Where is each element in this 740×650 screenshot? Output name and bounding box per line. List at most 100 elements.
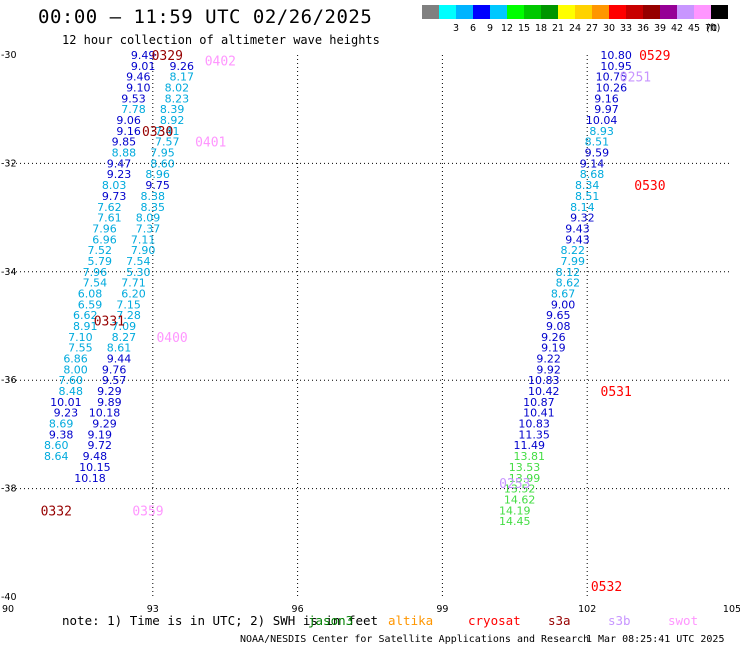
wave-height-label: 8.62 <box>556 277 581 290</box>
wave-height-label: 9.23 <box>107 168 132 181</box>
wave-height-label: 9.19 <box>87 428 112 441</box>
wave-height-label: 8.64 <box>44 450 69 463</box>
wave-height-label: 7.62 <box>97 201 122 214</box>
y-tick-label: -30 <box>1 50 17 61</box>
wave-height-label: 8.48 <box>58 385 83 398</box>
pass-time-label: 0401 <box>195 136 226 151</box>
colorbar-swatch <box>490 5 507 19</box>
colorbar-tick-label: 12 <box>501 23 513 34</box>
wave-height-label: 9.22 <box>536 353 561 366</box>
wave-height-label: 10.18 <box>89 407 121 420</box>
wave-height-label: 6.96 <box>92 233 117 246</box>
y-tick-label: -40 <box>1 592 17 603</box>
wave-height-label: 9.01 <box>131 60 156 73</box>
wave-height-label: 8.60 <box>150 157 175 170</box>
wave-height-label: 8.09 <box>136 212 161 225</box>
pass-time-label: 0359 <box>132 504 163 519</box>
wave-height-label: 7.41 <box>155 125 180 138</box>
wave-height-label: 9.75 <box>145 179 170 192</box>
colorbar-swatch <box>507 5 524 19</box>
wave-height-label: 7.78 <box>121 103 146 116</box>
wave-height-label: 8.68 <box>580 168 605 181</box>
x-tick-label: 99 <box>436 604 448 615</box>
wave-height-label: 9.72 <box>87 439 112 452</box>
y-tick-label: -34 <box>1 267 17 278</box>
wave-height-label: 10.80 <box>600 49 632 62</box>
wave-height-label: 8.61 <box>107 342 132 355</box>
wave-height-label: 14.45 <box>499 515 531 528</box>
wave-height-label: 8.27 <box>112 331 137 344</box>
wave-height-label: 9.00 <box>551 298 576 311</box>
wave-height-label: 10.75 <box>596 71 628 84</box>
wave-height-label: 7.90 <box>131 244 156 257</box>
colorbar-unit: (ft) <box>706 23 720 34</box>
wave-height-label: 8.22 <box>560 244 585 257</box>
x-tick-label: 96 <box>292 604 304 615</box>
x-tick-label: 93 <box>147 604 159 615</box>
colorbar-tick-label: 45 <box>688 23 700 34</box>
colorbar-tick-label: 18 <box>535 23 547 34</box>
wave-height-label: 9.49 <box>131 49 156 62</box>
wave-height-label: 9.89 <box>97 396 122 409</box>
wave-height-label: 10.04 <box>586 114 618 127</box>
wave-height-label: 14.19 <box>499 504 531 517</box>
wave-height-label: 13.99 <box>509 472 541 485</box>
wave-height-label: 9.92 <box>536 363 561 376</box>
satellite-legend-jason3: jason3 <box>308 613 354 628</box>
wave-height-label: 8.03 <box>102 179 127 192</box>
wave-height-label: 7.96 <box>92 222 117 235</box>
wave-height-label: 6.59 <box>78 298 103 311</box>
wave-height-label: 8.88 <box>112 147 137 160</box>
colorbar-swatch <box>626 5 643 19</box>
generated-timestamp: 1 Mar 08:25:41 UTC 2025 <box>586 634 725 645</box>
wave-height-label: 9.29 <box>97 385 122 398</box>
wave-height-label: 9.38 <box>49 428 74 441</box>
wave-height-label: 7.55 <box>68 342 93 355</box>
wave-height-label: 8.93 <box>589 125 614 138</box>
wave-height-label: 8.35 <box>141 201 166 214</box>
wave-height-label: 8.60 <box>44 439 69 452</box>
wave-height-label: 13.81 <box>514 450 546 463</box>
wave-height-label: 9.48 <box>83 450 108 463</box>
wave-height-label: 10.01 <box>50 396 82 409</box>
wave-height-label: 9.26 <box>170 60 195 73</box>
wave-height-label: 8.02 <box>165 82 190 95</box>
colorbar-swatch <box>422 5 439 19</box>
pass-time-label: 0253 <box>499 477 530 492</box>
wave-height-label: 9.14 <box>580 157 605 170</box>
pass-time-label: 0330 <box>142 125 173 140</box>
wave-height-label: 8.38 <box>141 190 166 203</box>
wave-height-label: 7.95 <box>150 147 175 160</box>
wave-height-label: 7.11 <box>131 233 156 246</box>
wave-height-label: 9.10 <box>126 82 151 95</box>
wave-height-label: 9.47 <box>107 157 132 170</box>
wave-height-label: 8.69 <box>49 418 74 431</box>
pass-time-label: 0251 <box>620 71 651 86</box>
wave-height-label: 7.37 <box>136 222 161 235</box>
colorbar-tick-label: 9 <box>487 23 493 34</box>
wave-height-label: 9.65 <box>546 309 571 322</box>
wave-height-label: 9.16 <box>116 125 141 138</box>
wave-height-label: 7.28 <box>116 309 141 322</box>
wave-height-label: 10.18 <box>74 472 106 485</box>
wave-height-label: 9.06 <box>116 114 141 127</box>
colorbar-tick-label: 21 <box>552 23 564 34</box>
wave-height-label: 9.59 <box>585 147 610 160</box>
colorbar-swatch <box>660 5 677 19</box>
wave-height-label: 10.42 <box>528 385 560 398</box>
x-tick-label: 90 <box>2 604 14 615</box>
wave-height-label: 7.99 <box>560 255 585 268</box>
colorbar-swatch <box>558 5 575 19</box>
wave-height-label: 7.54 <box>83 277 108 290</box>
pass-time-label: 0402 <box>205 54 236 69</box>
wave-height-label: 9.43 <box>565 222 590 235</box>
colorbar-tick-label: 33 <box>620 23 632 34</box>
pass-time-label: 0529 <box>639 49 670 64</box>
colorbar-tick-label: 42 <box>671 23 683 34</box>
y-tick-label: -32 <box>1 158 17 169</box>
pass-time-label: 0532 <box>591 580 622 595</box>
wave-height-label: 7.61 <box>97 212 122 225</box>
wave-height-label: 8.51 <box>585 136 610 149</box>
wave-height-label: 9.26 <box>541 331 566 344</box>
y-tick-label: -38 <box>1 484 17 495</box>
